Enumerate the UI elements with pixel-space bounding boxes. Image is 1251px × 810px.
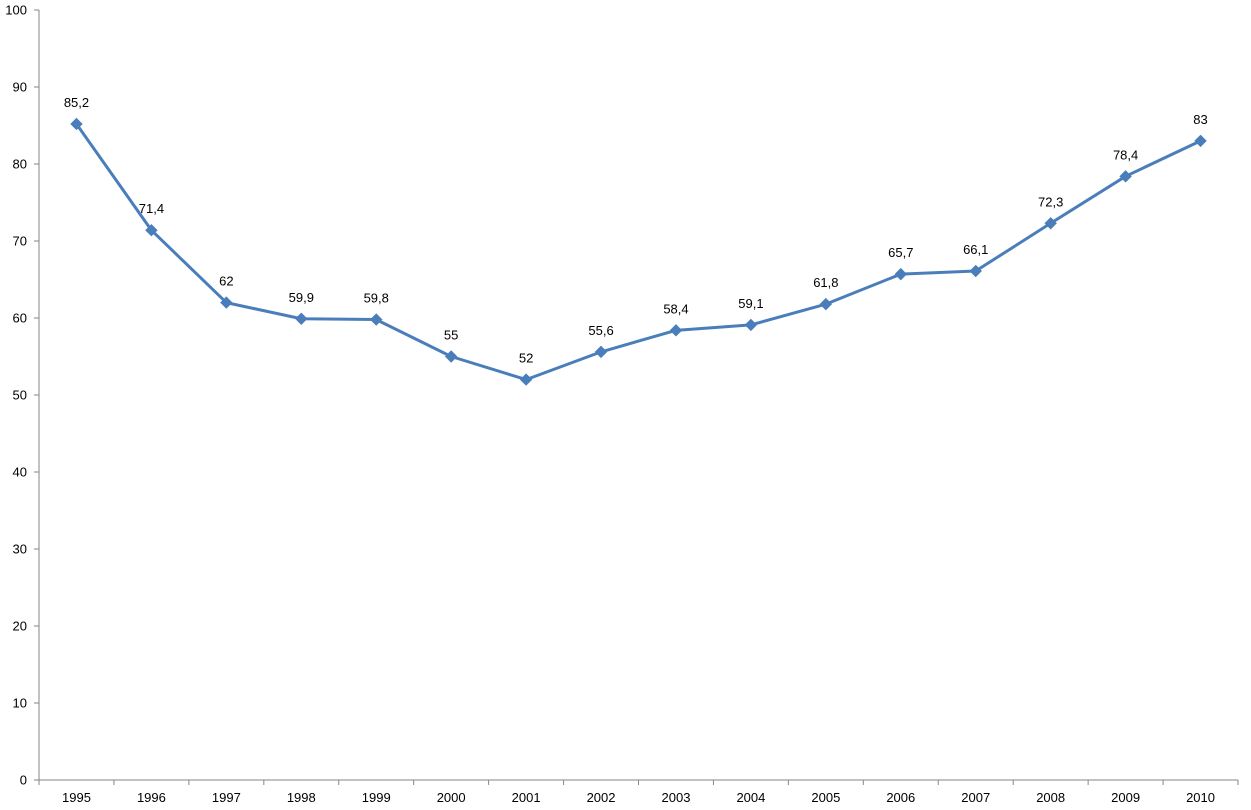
data-label: 78,4 [1113, 147, 1138, 162]
x-tick-label: 2005 [811, 790, 840, 805]
data-point-marker [70, 117, 83, 131]
y-axis-ticks: 0 10 20 30 40 50 60 70 80 90 100 [5, 3, 39, 788]
x-tick-label: 1998 [287, 790, 316, 805]
axes [38, 10, 1238, 781]
data-point-marker [519, 373, 533, 386]
x-axis-ticks: 1995 1996 1997 1998 1999 2000 2001 2002 2003 2004… [38, 780, 1239, 805]
data-label: 55,6 [588, 323, 613, 338]
data-label: 85,2 [64, 95, 89, 110]
data-label: 59,9 [289, 290, 314, 305]
y-tick-label: 40 [13, 465, 27, 480]
data-point-marker [1194, 134, 1207, 148]
x-tick-label: 2000 [437, 790, 466, 805]
data-point-marker [220, 296, 233, 309]
y-tick-label: 10 [13, 696, 27, 711]
data-point-marker [145, 224, 158, 237]
data-label: 52 [519, 351, 533, 366]
x-tick-label: 2007 [961, 790, 990, 805]
data-label: 72,3 [1038, 194, 1063, 209]
data-point-marker [669, 324, 683, 337]
data-point-marker [1119, 170, 1132, 183]
data-label: 66,1 [963, 242, 988, 257]
x-tick-label: 2006 [886, 790, 915, 805]
data-label: 62 [219, 274, 233, 289]
data-label: 55 [444, 328, 458, 343]
data-point-marker [894, 267, 907, 281]
x-tick-label: 1996 [137, 790, 166, 805]
data-label: 58,4 [663, 301, 688, 316]
data-label: 61,8 [813, 275, 838, 290]
x-tick-label: 2008 [1036, 790, 1065, 805]
y-tick-label: 60 [13, 311, 27, 326]
data-point-marker [295, 312, 308, 325]
x-tick-label: 2001 [512, 790, 541, 805]
x-tick-label: 1999 [362, 790, 391, 805]
x-tick-label: 2009 [1111, 790, 1140, 805]
data-point-marker [744, 318, 758, 332]
data-point-marker [444, 350, 458, 363]
data-point-marker [1044, 217, 1057, 230]
x-tick-label: 1995 [62, 790, 91, 805]
data-point-marker [594, 345, 608, 359]
y-tick-label: 100 [5, 3, 27, 18]
y-tick-label: 30 [13, 542, 27, 557]
plot-area [70, 117, 1207, 386]
series-line [75, 123, 1202, 382]
x-tick-label: 2003 [662, 790, 691, 805]
y-tick-label: 50 [13, 388, 27, 403]
y-tick-label: 20 [13, 619, 27, 634]
x-tick-label: 2004 [736, 790, 765, 805]
data-point-marker [819, 297, 833, 311]
data-labels: 85,2 71,4 62 59,9 59,8 55 52 55,6 58,4 59,1 61,8 65… [64, 95, 1208, 366]
data-point-marker [969, 264, 982, 278]
y-tick-label: 70 [13, 234, 27, 249]
x-tick-label: 1997 [212, 790, 241, 805]
data-label: 65,7 [888, 245, 913, 260]
y-tick-label: 80 [13, 157, 27, 172]
x-tick-label: 2002 [587, 790, 616, 805]
y-tick-label: 90 [13, 80, 27, 95]
x-tick-label: 2010 [1186, 790, 1215, 805]
data-label: 71,4 [139, 201, 164, 216]
y-tick-label: 0 [20, 773, 27, 788]
data-label: 59,8 [364, 291, 389, 306]
data-point-marker [370, 313, 383, 326]
data-label: 83 [1193, 112, 1207, 127]
data-label: 59,1 [738, 296, 763, 311]
